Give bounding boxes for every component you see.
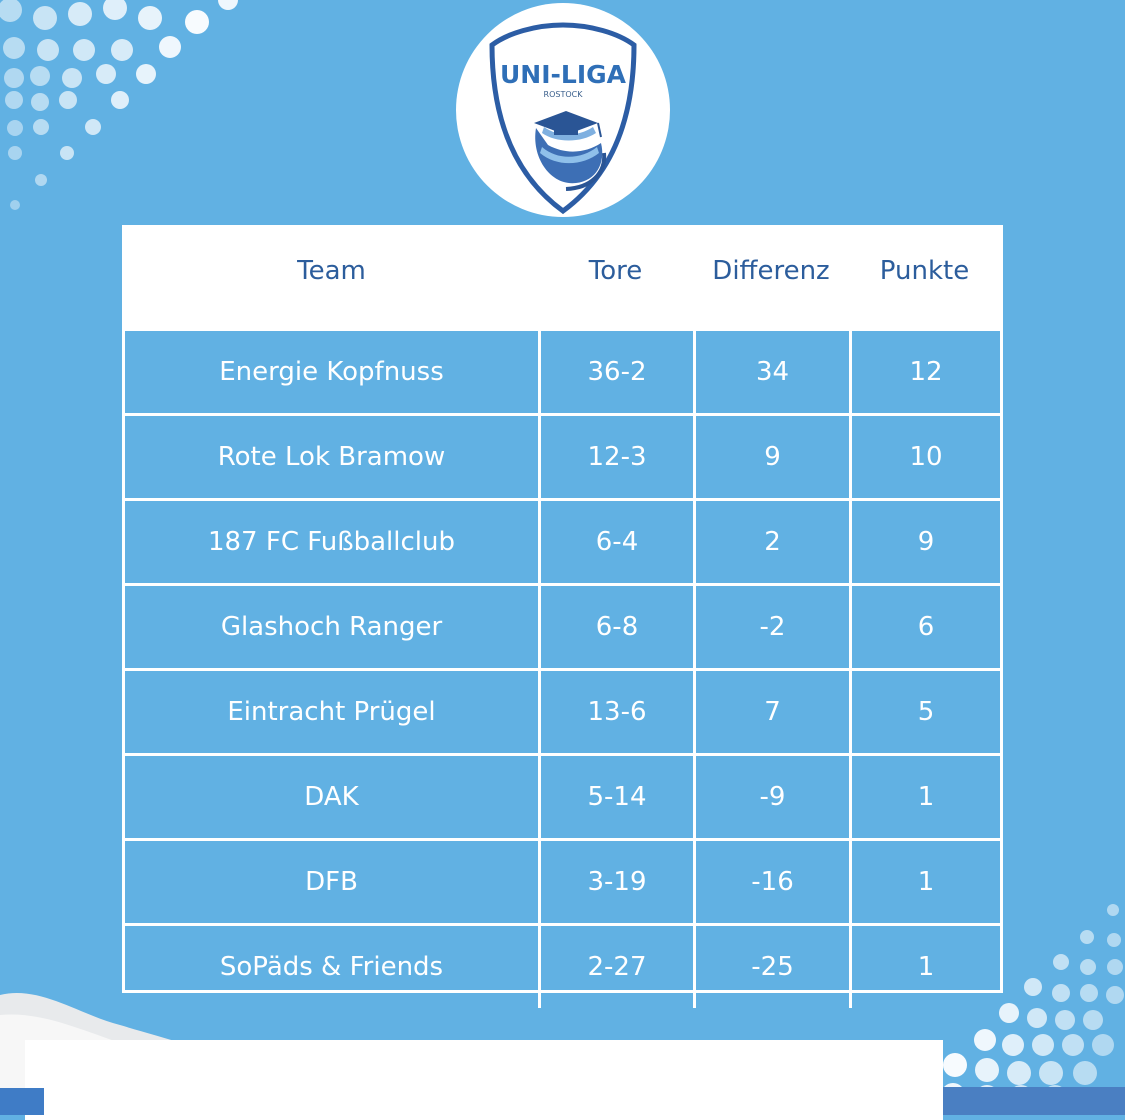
header-differenz: Differenz xyxy=(693,228,849,328)
bottom-card xyxy=(25,1040,943,1120)
cell-differenz: -2 xyxy=(693,583,849,668)
cell-tore: 2-27 xyxy=(538,923,693,1008)
cell-team: DAK xyxy=(125,753,538,838)
cell-punkte: 1 xyxy=(849,923,1000,1008)
cell-punkte: 12 xyxy=(849,328,1000,413)
cell-tore: 5-14 xyxy=(538,753,693,838)
cell-tore: 6-8 xyxy=(538,583,693,668)
cell-differenz: 7 xyxy=(693,668,849,753)
cell-differenz: -25 xyxy=(693,923,849,1008)
blue-stripe-right xyxy=(943,1087,1125,1115)
cell-team: Glashoch Ranger xyxy=(125,583,538,668)
cell-differenz: 9 xyxy=(693,413,849,498)
cell-team: Rote Lok Bramow xyxy=(125,413,538,498)
cell-team: Energie Kopfnuss xyxy=(125,328,538,413)
standings-table: Team Tore Differenz Punkte Energie Kopfn… xyxy=(122,225,1003,1008)
cell-differenz: -9 xyxy=(693,753,849,838)
cell-differenz: 2 xyxy=(693,498,849,583)
cell-team: Eintracht Prügel xyxy=(125,668,538,753)
cell-team: SoPäds & Friends xyxy=(125,923,538,1008)
header-team: Team xyxy=(125,228,538,328)
cell-tore: 3-19 xyxy=(538,838,693,923)
cell-punkte: 9 xyxy=(849,498,1000,583)
uni-liga-logo: UNI-LIGA ROSTOCK xyxy=(456,3,670,217)
cell-punkte: 10 xyxy=(849,413,1000,498)
cell-tore: 12-3 xyxy=(538,413,693,498)
cell-team: 187 FC Fußballclub xyxy=(125,498,538,583)
blue-stripe-left xyxy=(0,1088,44,1115)
header-tore: Tore xyxy=(538,228,693,328)
cell-tore: 6-4 xyxy=(538,498,693,583)
cell-differenz: -16 xyxy=(693,838,849,923)
cell-differenz: 34 xyxy=(693,328,849,413)
dot-pattern-top-left xyxy=(0,0,238,210)
logo-shield: UNI-LIGA ROSTOCK xyxy=(489,22,637,215)
cell-punkte: 1 xyxy=(849,753,1000,838)
cell-tore: 36-2 xyxy=(538,328,693,413)
graduation-cap-ball-icon xyxy=(534,111,607,191)
header-punkte: Punkte xyxy=(849,228,1000,328)
cell-tore: 13-6 xyxy=(538,668,693,753)
cell-punkte: 5 xyxy=(849,668,1000,753)
cell-punkte: 6 xyxy=(849,583,1000,668)
logo-title: UNI-LIGA xyxy=(500,60,627,89)
logo-subtitle: ROSTOCK xyxy=(544,90,584,99)
cell-punkte: 1 xyxy=(849,838,1000,923)
cell-team: DFB xyxy=(125,838,538,923)
